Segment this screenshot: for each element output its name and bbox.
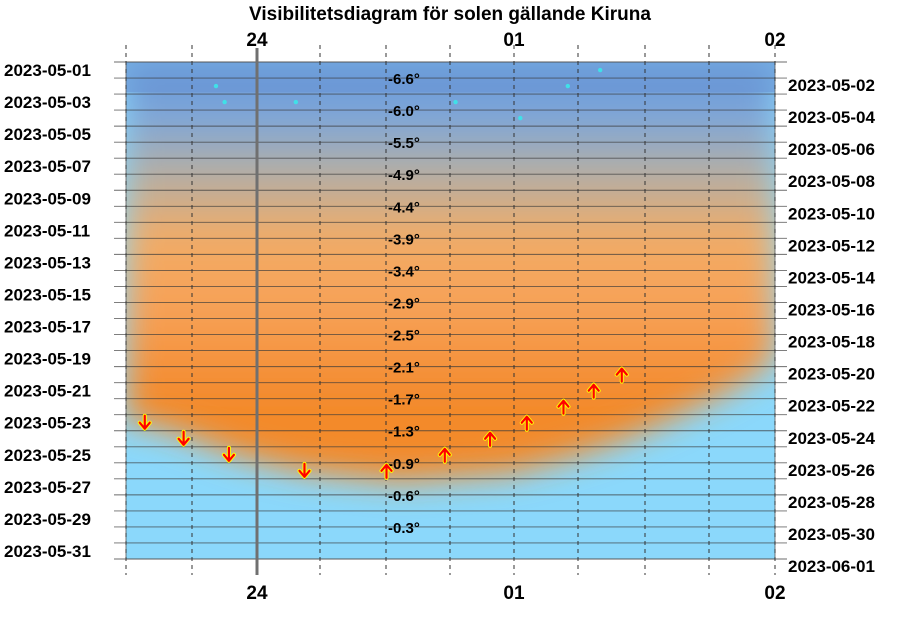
right-date-label: 2023-05-04: [788, 108, 876, 127]
bottom-hour-label: 24: [246, 583, 268, 604]
right-date-label: 2023-05-20: [788, 365, 875, 384]
left-date-label: 2023-05-15: [4, 285, 91, 304]
axis-labels: 24 24 01 01 02 02 2023-05-01 2023-05-03 2023-05-…: [4, 30, 876, 604]
right-date-label: 2023-05-26: [788, 461, 875, 480]
sunset-arrow: [137, 413, 152, 431]
left-date-label: 2023-05-25: [4, 446, 91, 465]
left-date-label: 2023-05-23: [4, 414, 91, 433]
arrow-stroke: [438, 447, 451, 463]
top-hour-label: 01: [503, 30, 525, 51]
min-elevation-label: -4.9°: [388, 167, 420, 184]
left-date-label: 2023-05-21: [4, 382, 91, 401]
left-date-label: 2023-05-03: [4, 93, 91, 112]
left-date-label: 2023-05-31: [4, 542, 91, 561]
min-elevation-label: -3.9°: [388, 231, 420, 248]
arrow-stroke: [177, 430, 190, 446]
star-dot: [222, 99, 227, 105]
min-elevation-label: -2.1°: [388, 360, 420, 377]
sunrise-arrow: [556, 398, 571, 416]
sunrise-arrow: [437, 446, 452, 464]
right-date-label: 2023-05-10: [788, 204, 875, 223]
left-date-label: 2023-05-07: [4, 157, 91, 176]
min-elevation-label: -0.9°: [388, 456, 420, 473]
sunrise-arrow: [483, 430, 498, 448]
left-date-label: 2023-05-05: [4, 125, 91, 144]
arrow-stroke: [587, 383, 600, 399]
arrow-stroke: [222, 446, 236, 462]
right-date-label: 2023-05-24: [788, 429, 876, 448]
top-hour-label: 02: [764, 30, 785, 51]
min-elevation-label: -6.6°: [388, 71, 420, 88]
arrow-stroke: [380, 463, 393, 479]
right-date-label: 2023-05-02: [788, 76, 875, 95]
star-dot: [597, 67, 603, 73]
min-elevation-label: -4.4°: [388, 199, 420, 216]
right-date-label: 2023-05-06: [788, 140, 875, 159]
sunrise-arrow: [586, 382, 601, 400]
right-date-label: 2023-05-16: [788, 301, 875, 320]
left-date-label: 2023-05-27: [4, 478, 91, 497]
min-elevation-label: -0.3°: [388, 520, 420, 537]
left-date-label: 2023-05-01: [4, 61, 91, 80]
left-date-label: 2023-05-17: [4, 318, 91, 337]
right-date-label: 2023-05-30: [788, 525, 875, 544]
right-date-label: 2023-05-08: [788, 172, 875, 191]
top-hour-label: 24: [246, 30, 268, 51]
arrow-stroke: [138, 414, 151, 430]
arrow-stroke: [520, 415, 533, 431]
bottom-hour-label: 01: [503, 583, 525, 604]
arrow-stroke: [484, 431, 497, 447]
min-elevation-label: -2.5°: [388, 328, 420, 345]
star-dot: [518, 115, 523, 121]
bottom-hour-label: 02: [764, 583, 785, 604]
chart-title: Visibilitetsdiagram för solen gällande K…: [249, 4, 651, 25]
hour-grid-lines: [125, 45, 776, 575]
right-date-label: 2023-05-18: [788, 333, 875, 352]
arrow-stroke: [557, 399, 570, 415]
sunset-arrow: [221, 445, 236, 463]
arrow-stroke: [615, 367, 628, 383]
right-date-label: 2023-05-14: [788, 268, 876, 287]
min-elevation-label: -6.0°: [388, 103, 420, 120]
min-elevation-label: -1.3°: [388, 424, 420, 441]
min-elevation-label: -0.6°: [388, 488, 420, 505]
sunrise-arrow: [379, 462, 394, 480]
star-dot: [213, 83, 219, 89]
right-date-label: 2023-05-22: [788, 397, 875, 416]
min-elevation-label: -2.9°: [388, 295, 420, 312]
left-date-label: 2023-05-19: [4, 350, 91, 369]
sunrise-arrow: [519, 414, 534, 432]
arrow-stroke: [298, 462, 311, 478]
left-date-label: 2023-05-13: [4, 253, 91, 272]
chart-marks: [137, 67, 629, 480]
min-elevation-label: -1.7°: [388, 392, 420, 409]
right-date-label: 2023-05-12: [788, 236, 875, 255]
left-date-label: 2023-05-09: [4, 189, 91, 208]
star-dot: [453, 99, 458, 105]
star-dot: [565, 83, 570, 89]
right-date-label: 2023-05-28: [788, 493, 875, 512]
min-elevation-label: -5.5°: [388, 135, 420, 152]
right-date-label: 2023-06-01: [788, 557, 875, 576]
sunrise-arrow: [614, 366, 629, 384]
sunset-arrow: [297, 461, 312, 479]
star-dot: [293, 99, 299, 105]
left-date-label: 2023-05-29: [4, 510, 91, 529]
left-date-label: 2023-05-11: [4, 221, 90, 240]
min-elevation-label: -3.4°: [388, 263, 420, 280]
sunset-arrow: [176, 429, 191, 447]
